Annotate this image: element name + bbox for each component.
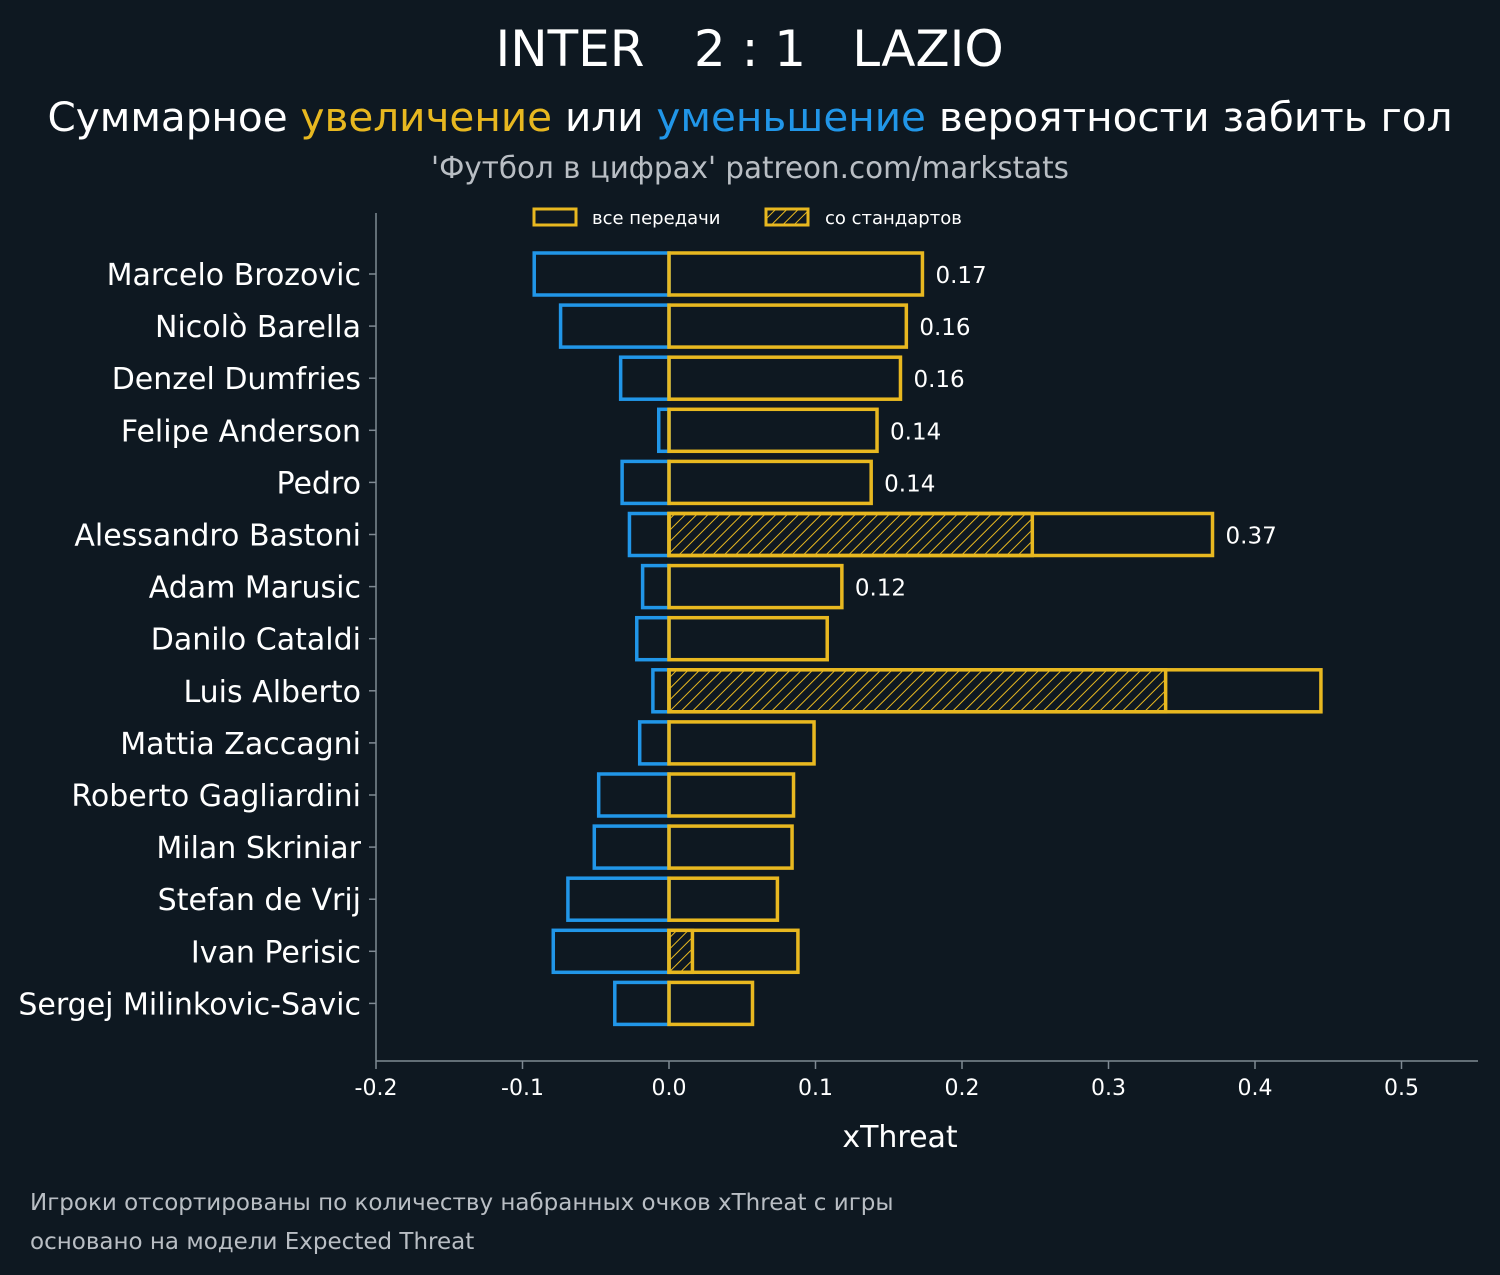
bars-layer: 0.17 0.16 0.16 0.14 0.14 0.37 0.12 — [532, 251, 1323, 1027]
y-tick-label: Ivan Perisic — [191, 935, 361, 970]
y-ticks: Marcelo Brozovic Nicolò Barella Denzel Dum… — [18, 258, 376, 1022]
bar-value-label: 0.16 — [913, 367, 964, 393]
bar-set-pieces — [667, 668, 1168, 714]
bar-positive — [667, 407, 879, 454]
y-tick-label: Adam Marusic — [149, 571, 361, 606]
bar-set-pieces — [667, 511, 1035, 558]
bar-positive — [667, 668, 1323, 714]
bar-value-label: 0.16 — [919, 315, 970, 341]
bar-positive — [667, 303, 909, 349]
y-tick-label: Danilo Cataldi — [151, 623, 361, 658]
bar-negative — [651, 668, 671, 714]
y-tick-label: Felipe Anderson — [121, 414, 361, 449]
bar-negative — [627, 511, 671, 558]
x-tick-label: 0.1 — [798, 1076, 833, 1101]
bar-positive — [667, 355, 903, 401]
bar-negative — [558, 303, 671, 349]
footnote-line-1: Игроки отсортированы по количеству набра… — [30, 1190, 894, 1216]
subtitle-decrease-word: уменьшение — [656, 95, 926, 141]
bar-value-label: 0.17 — [935, 263, 986, 289]
x-tick-label: 0.2 — [945, 1076, 980, 1101]
footnote-line-2: основано на модели Expected Threat — [30, 1229, 474, 1255]
subtitle-increase-word: увеличение — [301, 95, 553, 141]
bar-positive — [667, 876, 780, 922]
bar-positive — [667, 459, 873, 506]
y-tick-label: Alessandro Bastoni — [74, 519, 361, 554]
source-text: 'Футбол в цифрах' patreon.com/markstats — [431, 151, 1069, 186]
bar-positive — [667, 980, 755, 1027]
x-tick-label: 0.3 — [1091, 1076, 1126, 1101]
y-tick-label: Marcelo Brozovic — [107, 258, 361, 293]
y-tick-label: Stefan de Vrij — [158, 883, 361, 918]
x-axis-label: xThreat — [842, 1120, 958, 1155]
y-tick-label: Denzel Dumfries — [112, 362, 361, 397]
y-tick-label: Luis Alberto — [183, 675, 361, 710]
x-tick-label: 0.4 — [1238, 1076, 1273, 1101]
bar-negative — [596, 772, 671, 818]
bar-positive — [667, 720, 816, 766]
bar-positive — [667, 772, 796, 818]
bar-positive — [667, 928, 800, 975]
bar-set-pieces — [667, 928, 695, 975]
subtitle-part3: вероятности забить гол — [926, 95, 1453, 141]
x-tick-label: 0.0 — [652, 1076, 687, 1101]
bar-positive — [667, 615, 829, 662]
bar-value-label: 0.37 — [1226, 524, 1277, 550]
bar-value-label: 0.14 — [890, 419, 941, 445]
bar-positive — [667, 824, 794, 870]
bar-negative — [635, 615, 671, 662]
legend-label-set-pieces: со стандартов — [825, 208, 962, 229]
bar-positive — [667, 563, 844, 610]
legend: все передачи со стандартов — [532, 207, 962, 229]
x-tick-label: -0.2 — [355, 1076, 398, 1101]
team-away: LAZIO — [852, 20, 1004, 78]
x-tick-label: 0.5 — [1384, 1076, 1419, 1101]
x-tick-label: -0.1 — [501, 1076, 544, 1101]
legend-swatch-all-passes — [532, 207, 578, 227]
bar-positive — [667, 511, 1215, 558]
bar-negative — [637, 720, 671, 766]
legend-swatch-set-pieces — [764, 207, 810, 227]
subtitle-part1: Суммарное — [48, 95, 301, 141]
y-tick-label: Milan Skriniar — [156, 831, 361, 866]
bar-negative — [592, 824, 671, 870]
bar-positive — [667, 251, 925, 297]
bar-negative — [551, 928, 671, 975]
y-tick-label: Sergej Milinkovic-Savic — [18, 987, 361, 1022]
bar-negative — [566, 876, 671, 922]
team-home: INTER — [495, 20, 644, 78]
bar-negative — [532, 251, 671, 297]
y-tick-label: Nicolò Barella — [155, 310, 361, 345]
bar-negative — [640, 563, 671, 610]
match-score: 2 : 1 — [694, 20, 806, 78]
subtitle-part2: или — [552, 95, 656, 141]
bar-negative — [620, 459, 671, 506]
y-tick-label: Pedro — [276, 466, 361, 501]
y-tick-label: Roberto Gagliardini — [71, 779, 361, 814]
y-tick-label: Mattia Zaccagni — [120, 727, 361, 762]
match-title: INTER 2 : 1 LAZIO — [495, 20, 1003, 78]
legend-label-all-passes: все передачи — [592, 208, 720, 229]
bar-negative — [613, 980, 671, 1027]
bar-value-label: 0.12 — [855, 576, 906, 602]
bar-negative — [618, 355, 671, 401]
subtitle: Суммарное увеличение или уменьшение веро… — [48, 95, 1453, 141]
bar-value-label: 0.14 — [884, 471, 935, 497]
x-ticks: -0.2 -0.1 0.0 0.1 0.2 0.3 0.4 0.5 — [355, 1061, 1419, 1101]
